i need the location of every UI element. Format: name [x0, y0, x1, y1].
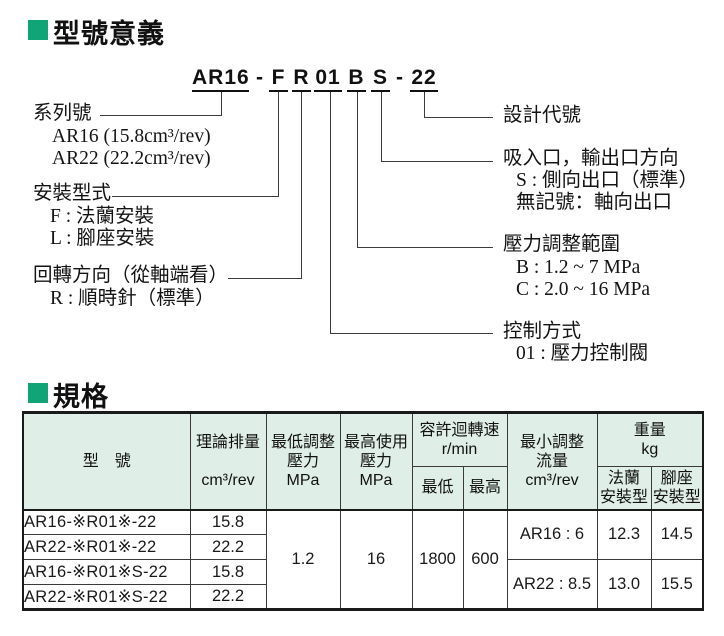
connector-line	[424, 92, 493, 118]
diagram-label-series-option: AR16 (15.8cm³/rev)	[52, 126, 211, 147]
table-row: AR22-※R01※-22 22.2	[22, 534, 703, 560]
col-header-max-pressure: 最高使用 壓力 MPa	[339, 412, 413, 510]
diagram-label-pressure-range-option: C : 2.0 ~ 16 MPa	[516, 279, 651, 300]
col-header-min-adj-flow: 最小調整 流量 cm³/rev	[506, 412, 598, 510]
cell-speed-min: 1800	[411, 509, 464, 610]
col-header-speed-max: 最高	[462, 466, 508, 510]
cell-min-adj-flow: AR16 : 6	[506, 509, 598, 560]
connector-line	[112, 92, 279, 197]
diagram-label-control-title: 控制方式	[503, 321, 582, 342]
cell-displacement: 22.2	[189, 534, 267, 560]
cell-model: AR16-※R01※S-22	[22, 559, 191, 585]
connector-line	[357, 92, 493, 248]
model-code-hyphen: -	[256, 66, 264, 89]
diagram-label-series-option: AR22 (22.2cm³/rev)	[52, 148, 211, 169]
model-code-segment-design-code: 22	[410, 66, 438, 92]
cell-model: AR22-※R01※-22	[22, 534, 191, 560]
green-bullet-icon	[28, 20, 48, 40]
cell-weight-foot: 14.5	[650, 509, 704, 560]
diagram-label-control-option: 01 : 壓力控制閥	[516, 343, 649, 364]
cell-weight-flange: 12.3	[596, 509, 652, 560]
diagram-label-port-direction-title: 吸入口，輸出口方向	[503, 148, 679, 169]
diagram-label-mounting-option: F : 法蘭安裝	[50, 206, 155, 227]
col-header-weight-foot: 腳座 安裝型	[650, 466, 704, 510]
model-code-segment-mounting: F	[269, 66, 288, 92]
cell-weight-flange: 13.0	[596, 559, 652, 610]
model-code-segment-rotation: R	[292, 66, 311, 92]
connector-line	[228, 92, 302, 279]
model-code-segment-port-direction: S	[371, 66, 390, 92]
diagram-label-pressure-range-title: 壓力調整範圍	[503, 234, 621, 255]
cell-displacement: 15.8	[189, 559, 267, 585]
diagram-label-port-direction-option: 無記號：軸向出口	[516, 192, 673, 213]
col-header-min-adj-pressure: 最低調整 壓力 MPa	[265, 412, 341, 510]
diagram-label-mounting-option: L : 腳座安裝	[50, 228, 155, 249]
cell-min-adj-pressure: 1.2	[265, 509, 341, 610]
connector-line	[100, 92, 222, 116]
model-code-segment-control: 01	[314, 66, 342, 92]
cell-displacement: 15.8	[189, 509, 267, 535]
cell-min-adj-flow: AR22 : 8.5	[506, 559, 598, 610]
col-header-model: 型 號	[22, 412, 191, 510]
col-header-speed-min: 最低	[411, 466, 464, 510]
green-bullet-icon	[28, 383, 48, 403]
cell-speed-max: 600	[462, 509, 508, 610]
spec-table-container: 型 號 理論排量 cm³/rev 最低調整 壓力 MPa 最高使用 壓力 MPa…	[22, 411, 705, 611]
col-header-speed: 容許迴轉速 r/min	[411, 412, 508, 467]
diagram-label-pressure-range-option: B : 1.2 ~ 7 MPa	[516, 257, 641, 278]
section-title-model-meaning: 型號意義	[53, 19, 165, 49]
cell-model: AR22-※R01※S-22	[22, 584, 191, 610]
cell-weight-foot: 15.5	[650, 559, 704, 610]
table-row: AR16-※R01※S-22 15.8 AR22 : 8.5 13.0 15.5	[22, 559, 704, 610]
col-header-weight-flange: 法蘭 安裝型	[596, 466, 652, 510]
diagram-label-mounting-title: 安裝型式	[33, 183, 112, 204]
diagram-label-series-title: 系列號	[33, 103, 92, 124]
col-header-displacement: 理論排量 cm³/rev	[189, 412, 267, 510]
diagram-label-port-direction-option: S : 側向出口（標準）	[516, 170, 699, 191]
model-code-hyphen: -	[396, 66, 404, 89]
table-row: AR16-※R01※-22 15.8 1.2 16 1800 600 AR16 …	[22, 509, 704, 610]
spec-table: 型 號 理論排量 cm³/rev 最低調整 壓力 MPa 最高使用 壓力 MPa…	[22, 411, 705, 611]
diagram-label-rotation-title: 回轉方向（從軸端看）	[33, 265, 229, 286]
cell-max-pressure: 16	[339, 509, 413, 610]
cell-model: AR16-※R01※-22	[22, 509, 191, 535]
connector-line	[330, 92, 493, 334]
section-title-specs: 規格	[53, 382, 109, 412]
connector-line	[381, 92, 493, 162]
model-code-segment-series: AR16	[192, 66, 249, 92]
diagram-label-design-code-title: 設計代號	[503, 105, 582, 126]
model-code-segment-pressure-range: B	[347, 66, 366, 92]
col-header-weight: 重量 kg	[596, 412, 704, 467]
diagram-label-rotation-option: R : 順時針（標準）	[50, 288, 215, 309]
table-row: AR22-※R01※S-22 22.2	[22, 584, 703, 610]
cell-displacement: 22.2	[189, 584, 267, 610]
